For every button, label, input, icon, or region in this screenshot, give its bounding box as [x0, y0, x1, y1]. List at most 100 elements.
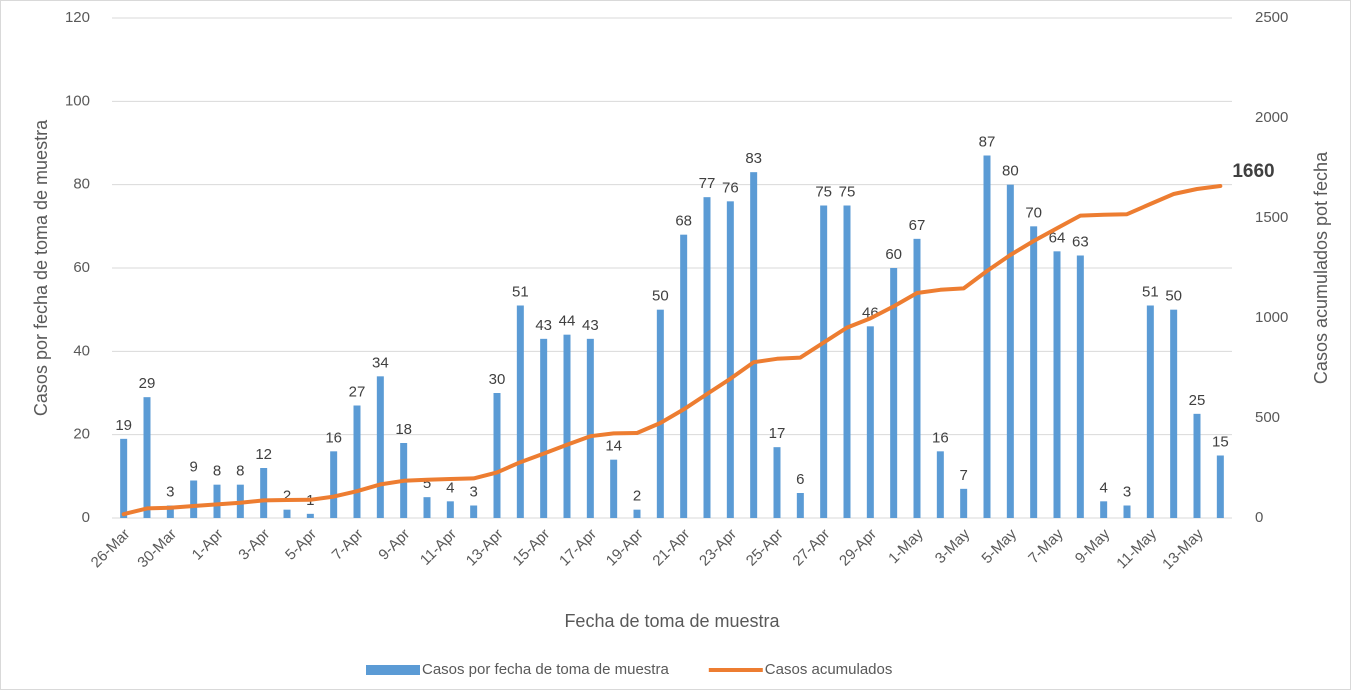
data-label: 43: [582, 317, 599, 334]
bar: [1006, 184, 1014, 518]
data-label: 7: [959, 467, 967, 484]
data-label: 18: [395, 421, 412, 438]
y-tick-label: 20: [73, 426, 90, 443]
data-label: 60: [885, 246, 902, 263]
data-label: 8: [213, 463, 221, 480]
data-label: 3: [166, 483, 174, 500]
data-label: 64: [1049, 229, 1066, 246]
bar: [703, 197, 711, 518]
bar: [143, 397, 151, 518]
bar: [866, 326, 874, 518]
bar: [656, 309, 664, 518]
bar: [306, 513, 314, 518]
x-axis-title: Fecha de toma de muestra: [564, 611, 780, 631]
bar: [1146, 305, 1154, 518]
bar: [1193, 413, 1201, 518]
data-label: 2: [283, 488, 291, 505]
y-tick-label: 100: [65, 92, 90, 109]
bar: [1170, 309, 1178, 518]
legend-label: Casos acumulados: [765, 661, 893, 678]
bar: [213, 484, 221, 518]
data-label: 6: [796, 471, 804, 488]
data-label: 76: [722, 179, 739, 196]
y-tick-label: 40: [73, 342, 90, 359]
data-label: 4: [1099, 479, 1107, 496]
bar: [423, 497, 431, 518]
data-label: 15: [1212, 433, 1229, 450]
data-label: 75: [839, 183, 856, 200]
y-tick-label: 80: [73, 176, 90, 193]
data-label: 67: [909, 217, 926, 234]
bar: [540, 338, 548, 518]
bar: [820, 205, 828, 518]
data-label: 80: [1002, 163, 1019, 180]
data-label: 77: [699, 175, 716, 192]
bar: [190, 480, 198, 518]
data-label: 75: [815, 183, 832, 200]
bar: [1076, 255, 1084, 518]
data-label: 68: [675, 213, 692, 230]
data-label: 8: [236, 463, 244, 480]
bar: [1216, 455, 1224, 518]
bar: [633, 509, 641, 518]
y-tick-label: 120: [65, 9, 90, 26]
bar: [843, 205, 851, 518]
y2-tick-label: 1500: [1255, 209, 1288, 226]
data-label: 87: [979, 133, 996, 150]
y2-tick-label: 1000: [1255, 309, 1288, 326]
bar: [796, 493, 804, 518]
bar: [680, 234, 688, 518]
data-label: 51: [1142, 283, 1159, 300]
bar: [283, 509, 291, 518]
line: [121, 184, 1223, 517]
bar: [353, 405, 361, 518]
bar: [750, 172, 758, 518]
data-label: 83: [745, 150, 762, 167]
bar: [563, 334, 571, 518]
data-label: 43: [535, 317, 552, 334]
bar: [260, 468, 268, 518]
data-label: 70: [1025, 204, 1042, 221]
bar: [516, 305, 524, 518]
data-label: 19: [115, 417, 132, 434]
bar: [1123, 505, 1131, 518]
bar: [913, 238, 921, 519]
data-label: 44: [559, 313, 576, 330]
y2-tick-label: 2000: [1255, 109, 1288, 126]
data-label: 12: [255, 446, 272, 463]
data-label: 3: [469, 483, 477, 500]
bar: [446, 501, 454, 518]
data-label: 4: [446, 479, 454, 496]
data-label: 29: [139, 375, 156, 392]
data-label: 27: [349, 383, 366, 400]
data-label: 30: [489, 371, 506, 388]
data-label: 1660: [1232, 161, 1274, 182]
bar: [726, 201, 734, 519]
bar: [493, 393, 501, 518]
legend-label: Casos por fecha de toma de muestra: [422, 661, 669, 678]
data-label: 3: [1123, 483, 1131, 500]
data-label: 9: [189, 458, 197, 475]
y-tick-label: 60: [73, 259, 90, 276]
y-tick-label: 0: [82, 509, 90, 526]
bar: [936, 451, 944, 518]
bar: [330, 451, 338, 518]
bar: [120, 438, 128, 518]
bar: [773, 447, 781, 518]
data-label: 2: [633, 488, 641, 505]
bar: [470, 505, 478, 518]
y2-axis-title: Casos acumulados pot fecha: [1311, 151, 1331, 384]
bar: [1053, 251, 1061, 519]
data-label: 51: [512, 283, 529, 300]
y2-tick-label: 500: [1255, 409, 1280, 426]
data-label: 14: [605, 438, 622, 455]
data-label: 25: [1189, 392, 1206, 409]
data-label: 16: [325, 429, 342, 446]
y2-tick-label: 2500: [1255, 9, 1288, 26]
bar: [1100, 501, 1108, 518]
y-axis-title: Casos por fecha de toma de muestra: [31, 119, 51, 416]
data-label: 50: [652, 288, 669, 305]
legend-swatch: [366, 665, 420, 675]
